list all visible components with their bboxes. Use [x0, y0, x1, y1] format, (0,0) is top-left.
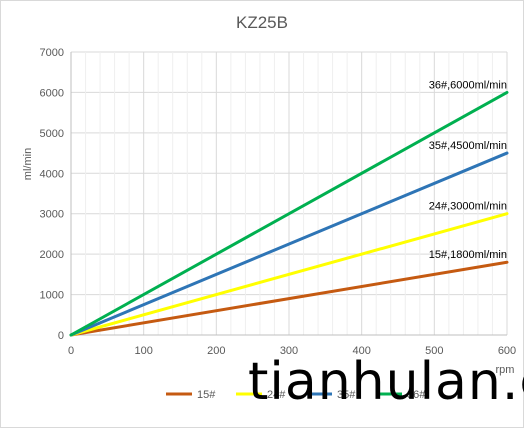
- annotation-label: 15#,1800ml/min: [429, 249, 507, 261]
- series-line: [69, 260, 509, 337]
- x-tick-label: 600: [498, 345, 516, 357]
- series-line: [69, 212, 509, 337]
- axes: [70, 52, 507, 336]
- x-tick-label: 500: [425, 345, 443, 357]
- x-tick-label: 200: [207, 345, 225, 357]
- series-line: [69, 151, 509, 337]
- x-tick-label: 300: [280, 345, 298, 357]
- tick-labels: 0 1000 2000 3000 4000 5000 6000 7000 0 100 200 300 4…: [40, 47, 517, 357]
- gridlines: [71, 51, 508, 335]
- data-annotations: 36#,6000ml/min 35#,4500ml/min 24#,3000ml/m…: [429, 79, 507, 261]
- y-tick-label: 5000: [40, 128, 64, 140]
- legend-label: 36#: [407, 389, 426, 401]
- legend-label: 15#: [197, 389, 216, 401]
- x-tick-label: 0: [68, 345, 74, 357]
- y-tick-label: 0: [58, 330, 64, 342]
- y-tick-label: 2000: [40, 249, 64, 261]
- annotation-label: 35#,4500ml/min: [429, 140, 507, 152]
- legend-label: 35#: [337, 389, 356, 401]
- x-axis-label: rpm: [496, 364, 515, 376]
- x-tick-label: 100: [134, 345, 152, 357]
- y-tick-label: 4000: [40, 168, 64, 180]
- annotation-label: 24#,3000ml/min: [429, 201, 507, 213]
- y-tick-label: 7000: [40, 47, 64, 59]
- x-tick-label: 400: [352, 345, 370, 357]
- series-lines: [69, 90, 509, 337]
- watermark-text: tianhulan.com: [248, 352, 524, 412]
- series-line: [69, 90, 509, 337]
- chart-title: KZ25B: [236, 13, 288, 32]
- y-axis-label: ml/min: [22, 148, 34, 180]
- y-tick-label: 6000: [40, 87, 64, 99]
- y-tick-label: 1000: [40, 290, 64, 302]
- y-tick-label: 3000: [40, 209, 64, 221]
- annotation-label: 36#,6000ml/min: [429, 79, 507, 91]
- legend: 15# 24# 35# 36#: [166, 389, 426, 401]
- legend-label: 24#: [267, 389, 286, 401]
